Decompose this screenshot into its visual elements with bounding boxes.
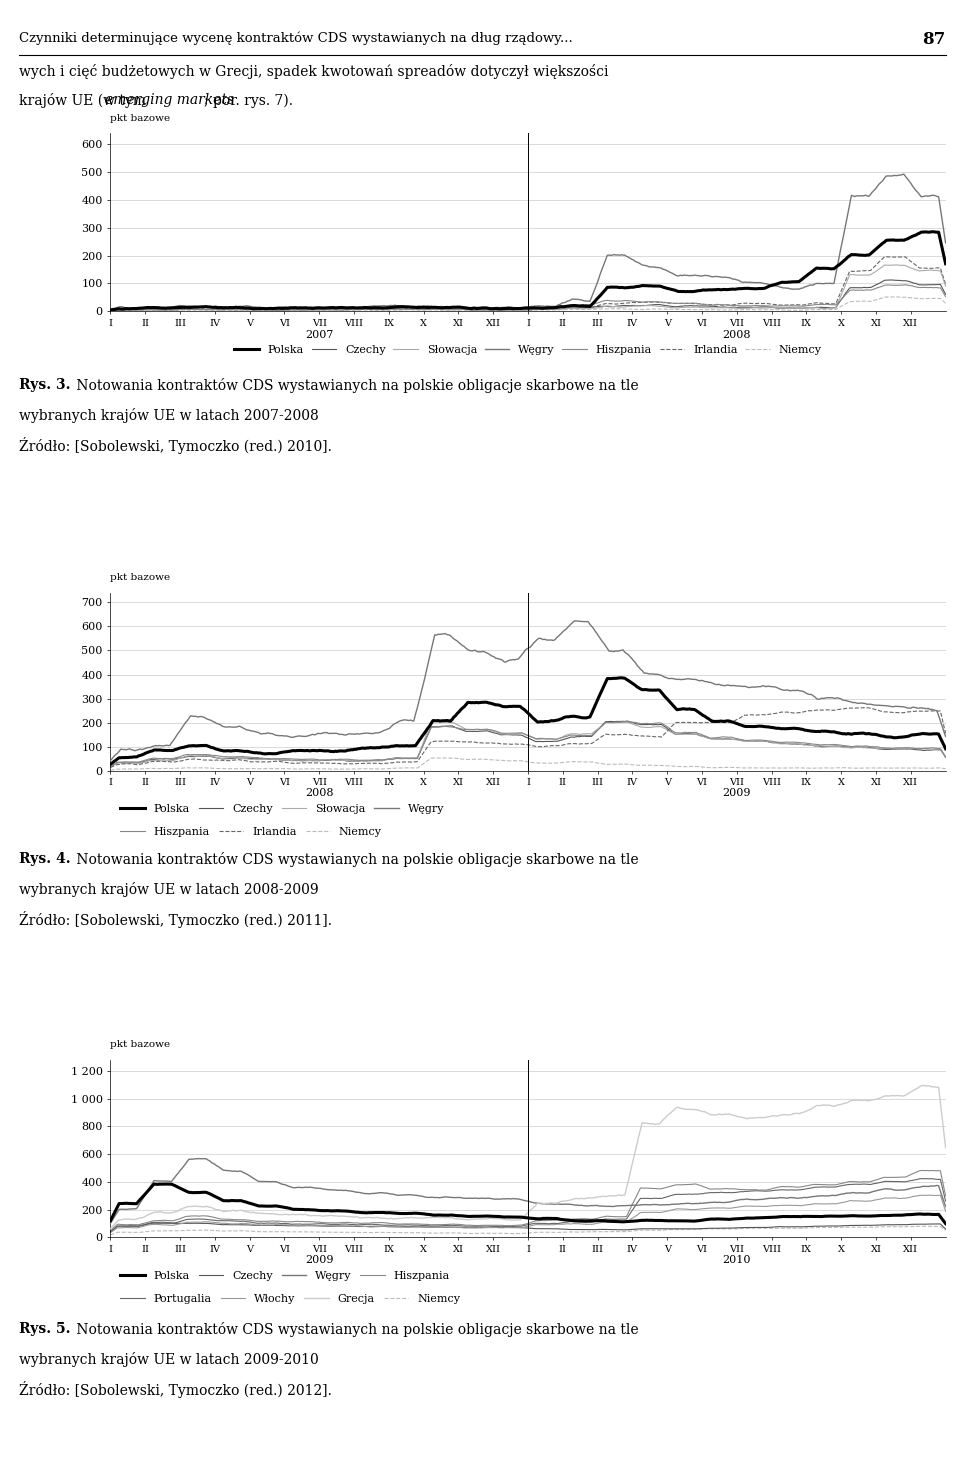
Text: Notowania kontraktów CDS wystawianych na polskie obligacje skarbowe na tle: Notowania kontraktów CDS wystawianych na… — [72, 1322, 638, 1337]
Text: 2008: 2008 — [305, 788, 333, 797]
Text: pkt bazowe: pkt bazowe — [110, 574, 171, 582]
Text: Źródło: [Sobolewski, Tymoczko (red.) 2012].: Źródło: [Sobolewski, Tymoczko (red.) 201… — [19, 1381, 332, 1398]
Text: Notowania kontraktów CDS wystawianych na polskie obligacje skarbowe na tle: Notowania kontraktów CDS wystawianych na… — [72, 852, 638, 867]
Text: pkt bazowe: pkt bazowe — [110, 1040, 171, 1049]
Text: 87: 87 — [923, 31, 946, 47]
Legend: Portugalia, Włochy, Grecja, Niemcy: Portugalia, Włochy, Grecja, Niemcy — [116, 1289, 465, 1309]
Text: Rys. 5.: Rys. 5. — [19, 1322, 71, 1335]
Text: wych i cięć budżetowych w Grecji, spadek kwotowań spreadów dotyczył większości: wych i cięć budżetowych w Grecji, spadek… — [19, 64, 609, 79]
Text: Notowania kontraktów CDS wystawianych na polskie obligacje skarbowe na tle: Notowania kontraktów CDS wystawianych na… — [72, 378, 638, 393]
Text: 2008: 2008 — [723, 329, 751, 339]
Text: Czynniki determinujące wycenę kontraktów CDS wystawianych na dług rządowy...: Czynniki determinujące wycenę kontraktów… — [19, 31, 573, 44]
Text: 2009: 2009 — [723, 788, 751, 797]
Text: 2010: 2010 — [723, 1255, 751, 1266]
Text: 2009: 2009 — [305, 1255, 333, 1266]
Text: wybranych krajów UE w latach 2007-2008: wybranych krajów UE w latach 2007-2008 — [19, 408, 319, 422]
Legend: Polska, Czechy, Słowacja, Węgry, Hiszpania, Irlandia, Niemcy: Polska, Czechy, Słowacja, Węgry, Hiszpan… — [229, 341, 827, 359]
Text: Źródło: [Sobolewski, Tymoczko (red.) 2010].: Źródło: [Sobolewski, Tymoczko (red.) 201… — [19, 437, 332, 453]
Text: ; por. rys. 7).: ; por. rys. 7). — [204, 93, 294, 108]
Text: Rys. 3.: Rys. 3. — [19, 378, 71, 391]
Text: 2007: 2007 — [305, 329, 333, 339]
Text: emerging markets: emerging markets — [105, 93, 234, 107]
Text: Rys. 4.: Rys. 4. — [19, 852, 71, 865]
Text: wybranych krajów UE w latach 2009-2010: wybranych krajów UE w latach 2009-2010 — [19, 1352, 319, 1366]
Text: pkt bazowe: pkt bazowe — [110, 114, 171, 123]
Text: wybranych krajów UE w latach 2008-2009: wybranych krajów UE w latach 2008-2009 — [19, 882, 319, 897]
Legend: Hiszpania, Irlandia, Niemcy: Hiszpania, Irlandia, Niemcy — [116, 823, 386, 842]
Text: krajów UE (w tym: krajów UE (w tym — [19, 93, 151, 108]
Text: Źródło: [Sobolewski, Tymoczko (red.) 2011].: Źródło: [Sobolewski, Tymoczko (red.) 201… — [19, 911, 332, 928]
